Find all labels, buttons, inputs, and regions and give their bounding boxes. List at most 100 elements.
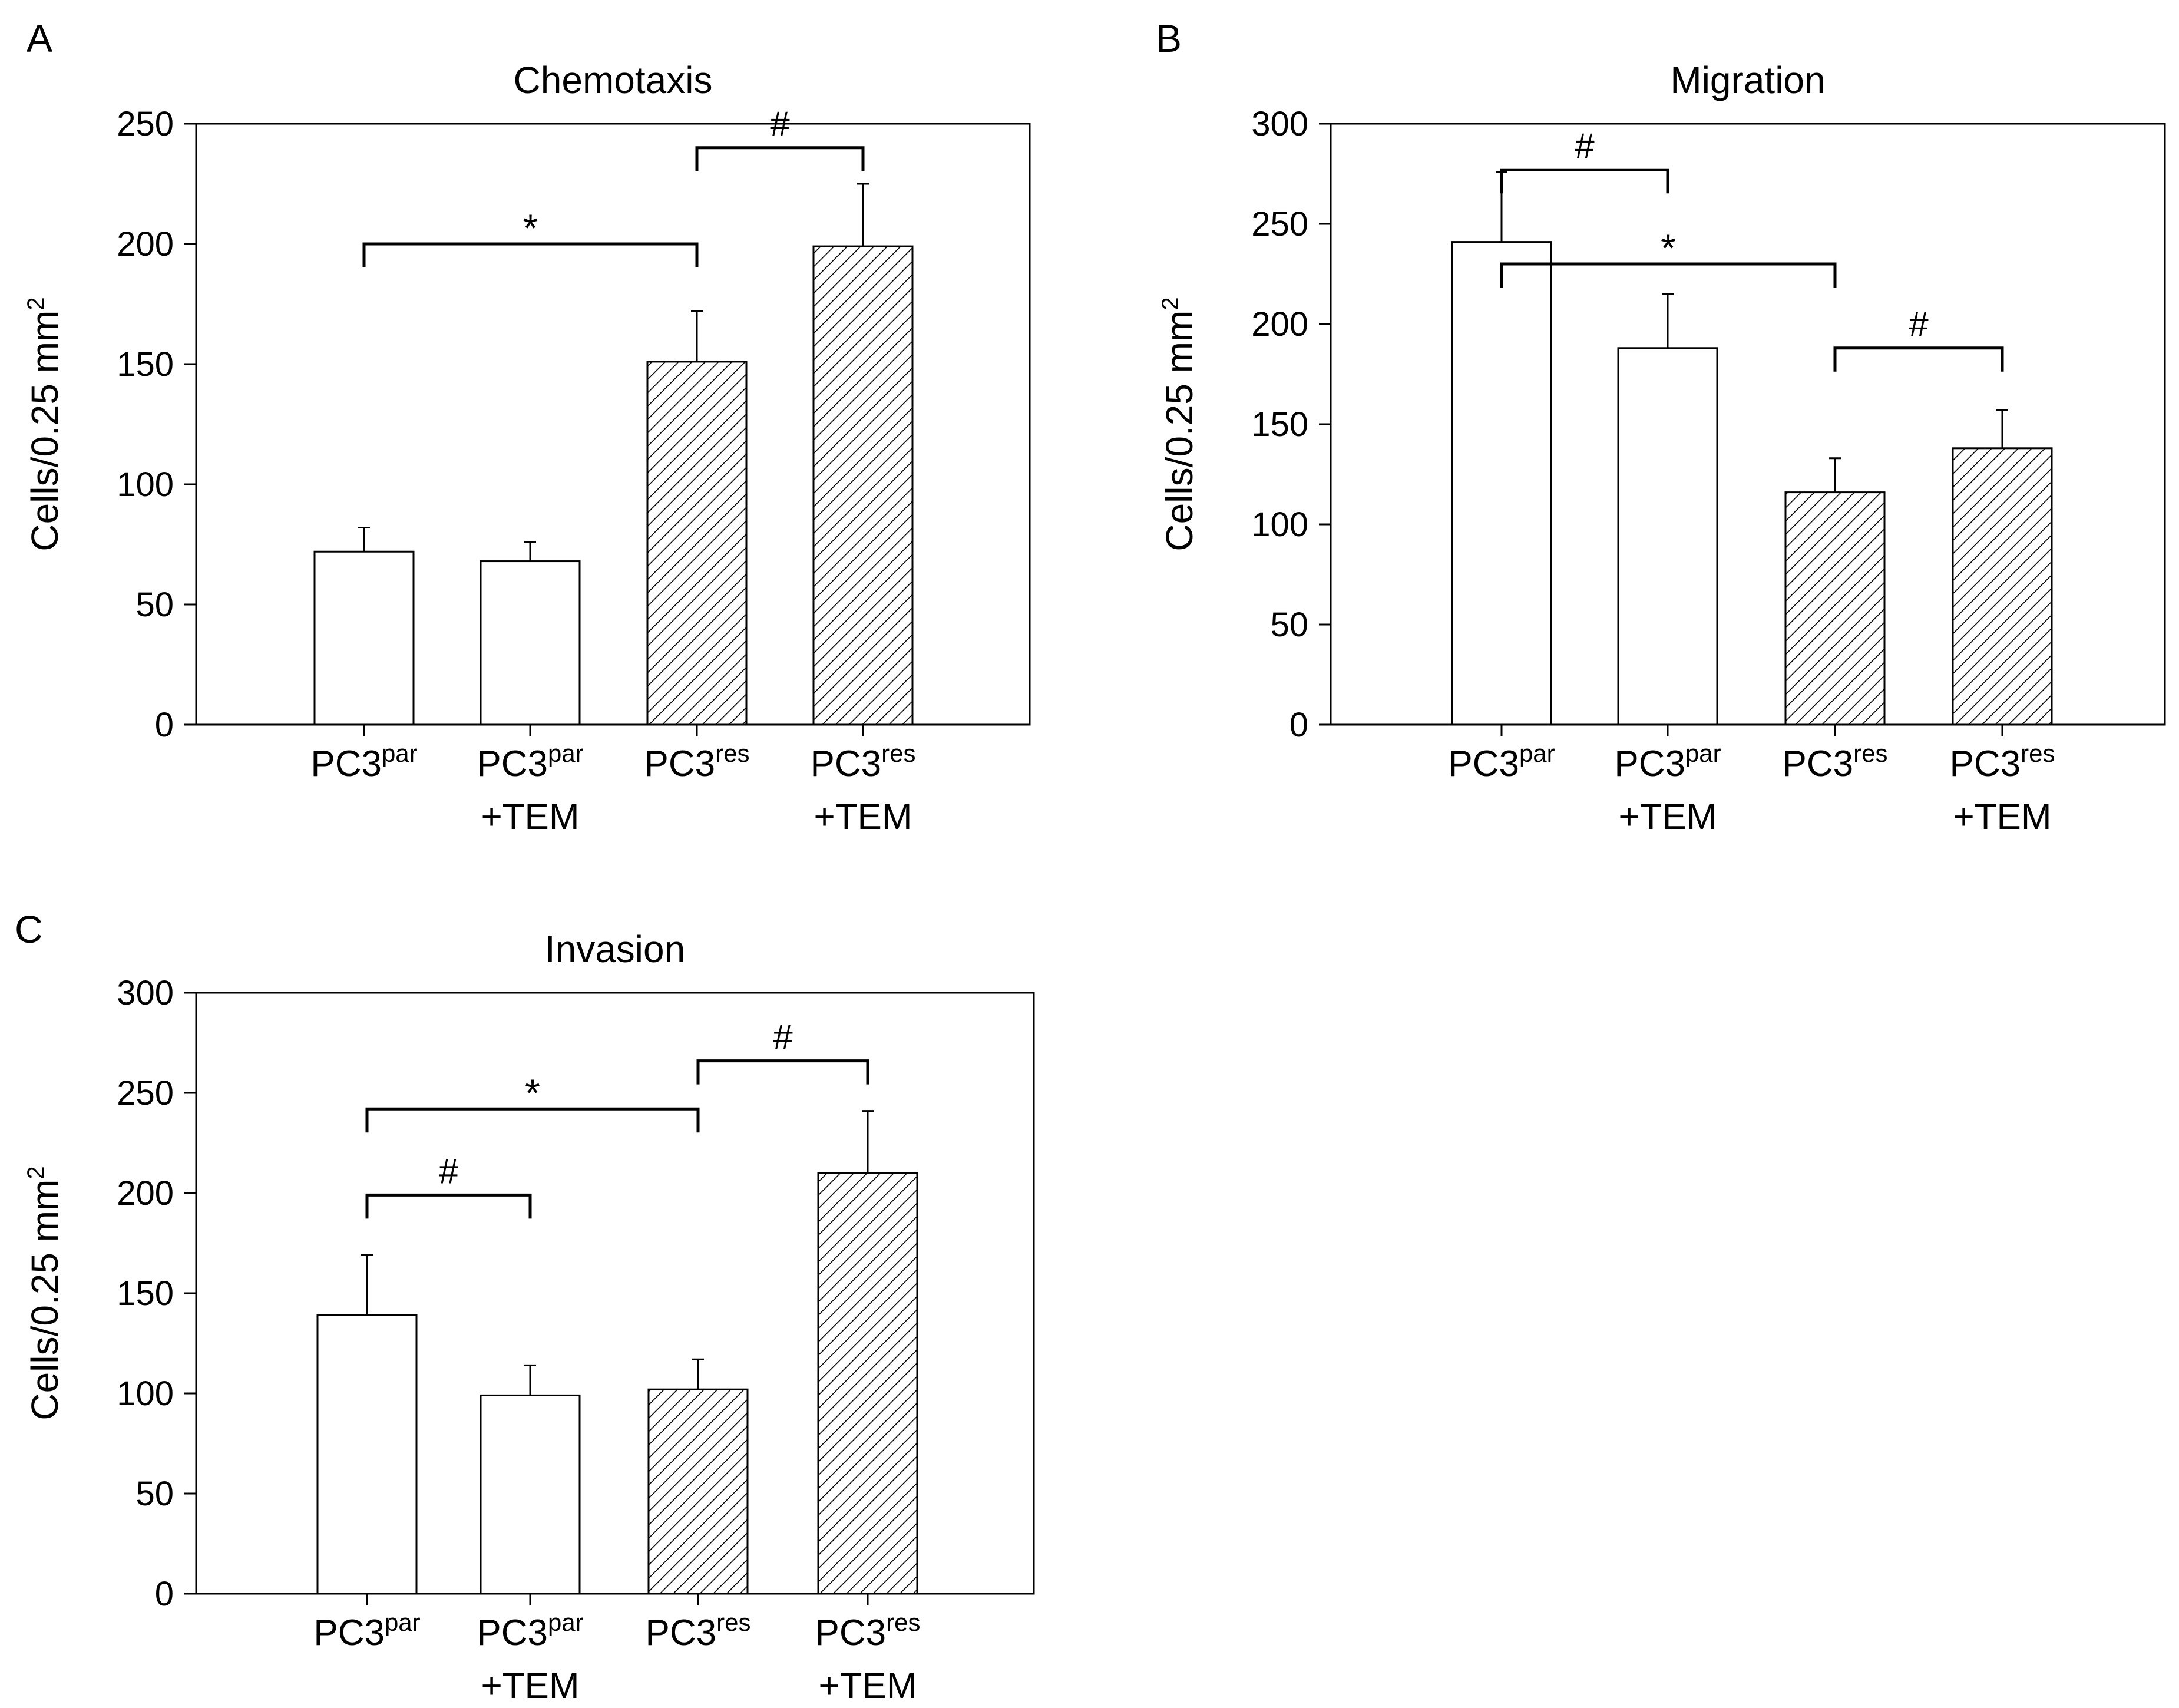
y-tick-label: 250	[117, 105, 174, 143]
significance-bracket	[362, 242, 699, 267]
bar	[647, 1388, 749, 1595]
x-tick-label-superscript: res	[2021, 739, 2055, 767]
x-tick-label-line2: +TEM	[814, 797, 912, 837]
panel-letter: C	[15, 907, 43, 951]
x-tick-label: PC3res	[644, 739, 750, 784]
y-tick-label: 50	[1270, 606, 1308, 644]
y-axis-label: Cells/0.25 mm2	[23, 1166, 66, 1420]
x-tick-label-line2: +TEM	[1953, 797, 2051, 837]
bar	[1617, 347, 1718, 726]
x-tick-label-base: PC3	[811, 744, 882, 784]
x-tick-label: PC3res	[811, 739, 916, 784]
y-axis-label-text: Cells/0.25 mm	[1158, 310, 1201, 551]
y-tick-label: 250	[1251, 205, 1308, 243]
x-tick-label-superscript: res	[886, 1608, 920, 1636]
x-tick-label-superscript: res	[715, 739, 749, 767]
panel-b-migration: B Migration 0 50 100 150 200 250 300 Cells/0.25 m…	[1156, 16, 2166, 837]
y-tick-label: 50	[135, 1475, 174, 1513]
x-tick-label-base: PC3	[477, 744, 548, 784]
y-tick-label: 150	[117, 1274, 174, 1313]
x-tick-label-base: PC3	[313, 1613, 385, 1653]
x-tick-label-base: PC3	[310, 744, 382, 784]
x-tick-label-line2: +TEM	[818, 1666, 917, 1706]
bar	[480, 560, 581, 726]
significance-bracket	[365, 1107, 700, 1133]
y-tick-label: 200	[117, 1174, 174, 1213]
y-axis-label-superscript: 2	[1158, 297, 1183, 310]
x-tick-label-superscript: res	[1853, 739, 1887, 767]
y-axis-label-text: Cells/0.25 mm	[24, 310, 66, 551]
y-axis-label: Cells/0.25 mm2	[1158, 297, 1201, 551]
plot-frame	[195, 123, 1031, 726]
bar	[313, 550, 415, 726]
y-axis-label-text: Cells/0.25 mm	[24, 1180, 66, 1420]
y-tick-label: 250	[117, 1074, 174, 1112]
significance-bracket	[365, 1193, 532, 1219]
y-tick-label: 0	[155, 706, 174, 744]
y-tick-label: 100	[117, 1375, 174, 1413]
x-tick-label-superscript: res	[881, 739, 915, 767]
x-tick-label: PC3res	[646, 1608, 751, 1653]
bar	[1952, 447, 2053, 726]
x-tick-label: PC3par	[477, 739, 583, 784]
y-tick-label: 150	[1251, 405, 1308, 444]
y-tick-label: 0	[155, 1575, 174, 1613]
panel-a-chemotaxis: A Chemotaxis 0 50 100 150 200 250 Cells/0.25 mm2…	[23, 16, 1031, 837]
significance-bracket	[695, 146, 865, 171]
significance-symbol: *	[523, 206, 538, 250]
y-axis-label-superscript: 2	[23, 297, 49, 310]
y-tick-label: 300	[1251, 105, 1308, 143]
x-tick-label-superscript: par	[382, 739, 418, 767]
y-tick-label: 100	[1251, 506, 1308, 544]
panel-letter: A	[27, 16, 52, 60]
significance-symbol: #	[773, 1017, 793, 1057]
x-tick-label-superscript: par	[548, 1608, 584, 1636]
panel-letter: B	[1156, 16, 1182, 60]
bar	[316, 1314, 418, 1595]
x-tick-label: PC3par	[1448, 739, 1555, 784]
x-tick-label: PC3res	[815, 1608, 921, 1653]
significance-bracket	[1833, 346, 2004, 372]
x-tick-label: PC3res	[1783, 739, 1888, 784]
panel-c-invasion: C Invasion 0 50 100 150 200 250 300 Cells/0.25 mm…	[15, 907, 1035, 1706]
y-tick-label: 200	[1251, 305, 1308, 343]
x-tick-label-superscript: par	[385, 1608, 421, 1636]
significance-symbol: *	[1661, 226, 1676, 270]
x-tick-label-base: PC3	[815, 1613, 887, 1653]
x-tick-label: PC3res	[1950, 739, 2055, 784]
y-tick-label: 300	[117, 974, 174, 1012]
bar	[1784, 491, 1886, 726]
x-tick-label: PC3par	[313, 1608, 420, 1653]
significance-bracket	[696, 1059, 869, 1085]
y-tick-label: 150	[117, 345, 174, 384]
x-tick-label-superscript: par	[1685, 739, 1721, 767]
x-tick-label-base: PC3	[1614, 744, 1685, 784]
x-tick-label-line2: +TEM	[481, 797, 579, 837]
bar	[812, 245, 914, 726]
bar	[480, 1394, 581, 1595]
y-tick-label: 0	[1289, 706, 1308, 744]
x-tick-label-superscript: par	[548, 739, 584, 767]
significance-bracket	[1500, 262, 1837, 288]
x-tick-label-base: PC3	[1783, 744, 1854, 784]
x-tick-label-line2: +TEM	[1618, 797, 1717, 837]
x-tick-label: PC3par	[310, 739, 417, 784]
x-tick-label-superscript: par	[1519, 739, 1555, 767]
y-axis-label: Cells/0.25 mm2	[23, 297, 66, 551]
x-tick-label-base: PC3	[1448, 744, 1519, 784]
x-tick-label-superscript: res	[716, 1608, 750, 1636]
x-tick-label-base: PC3	[646, 1613, 717, 1653]
y-tick-label: 50	[135, 586, 174, 624]
significance-symbol: #	[770, 104, 790, 144]
x-tick-label-line2: +TEM	[481, 1666, 579, 1706]
x-tick-label: PC3par	[477, 1608, 583, 1653]
x-tick-label-base: PC3	[644, 744, 716, 784]
y-axis-label-superscript: 2	[23, 1166, 49, 1179]
chart-title: Chemotaxis	[514, 59, 713, 101]
bar	[1451, 241, 1552, 726]
x-tick-label-base: PC3	[477, 1613, 548, 1653]
chart-title: Invasion	[545, 928, 685, 970]
bar	[817, 1172, 918, 1595]
significance-bracket	[1500, 168, 1669, 194]
